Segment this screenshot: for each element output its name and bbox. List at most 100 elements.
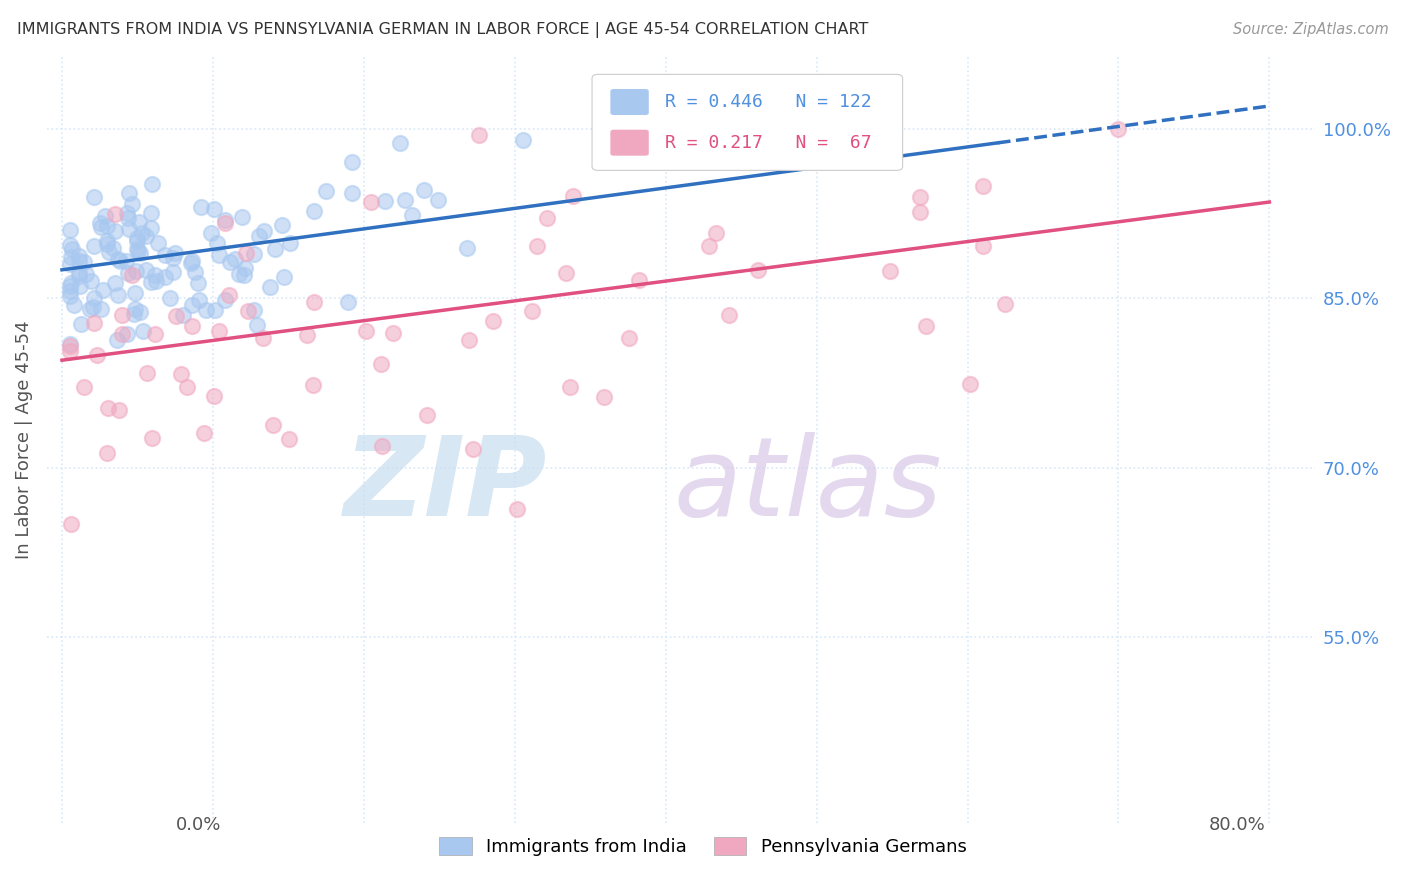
Point — [96, 446, 118, 460]
Point — [205, 235, 228, 250]
Point — [125, 234, 148, 248]
Point — [193, 425, 215, 440]
Point — [247, 229, 270, 244]
Point — [141, 206, 163, 220]
Point — [522, 304, 544, 318]
Point — [374, 194, 396, 208]
Point — [67, 269, 90, 284]
Point — [181, 318, 204, 333]
Point — [208, 248, 231, 262]
Point — [59, 276, 82, 290]
Point — [60, 242, 83, 256]
Point — [187, 277, 209, 291]
Point — [172, 308, 194, 322]
Point — [394, 193, 416, 207]
Point — [354, 324, 377, 338]
Point — [162, 265, 184, 279]
Point — [91, 283, 114, 297]
Point — [105, 333, 128, 347]
Point — [141, 177, 163, 191]
Point — [67, 253, 90, 268]
Point — [79, 301, 101, 316]
Point — [214, 213, 236, 227]
Point — [879, 263, 901, 277]
Point — [243, 303, 266, 318]
Point — [162, 251, 184, 265]
Point — [224, 252, 246, 266]
Point — [125, 230, 148, 244]
Point — [83, 291, 105, 305]
Point — [132, 324, 155, 338]
Point — [228, 267, 250, 281]
Point — [627, 273, 650, 287]
Point — [176, 379, 198, 393]
Point — [972, 179, 994, 194]
Point — [58, 338, 80, 352]
Point — [117, 266, 139, 280]
Point — [115, 206, 138, 220]
Point — [910, 190, 932, 204]
Point — [259, 280, 281, 294]
Point — [128, 215, 150, 229]
Text: R = 0.446   N = 122: R = 0.446 N = 122 — [665, 93, 872, 111]
Point — [458, 333, 481, 347]
Point — [270, 219, 292, 233]
Text: R = 0.217   N =  67: R = 0.217 N = 67 — [665, 134, 872, 152]
Point — [959, 377, 981, 392]
Point — [141, 431, 163, 445]
Legend: Immigrants from India, Pennsylvania Germans: Immigrants from India, Pennsylvania Germ… — [430, 828, 976, 865]
Point — [103, 276, 125, 290]
Point — [184, 265, 207, 279]
Point — [121, 268, 143, 282]
Y-axis label: In Labor Force | Age 45-54: In Labor Force | Age 45-54 — [15, 320, 32, 558]
Point — [118, 186, 141, 200]
Point — [83, 239, 105, 253]
Point — [218, 287, 240, 301]
Point — [107, 288, 129, 302]
Point — [73, 380, 96, 394]
Point — [135, 263, 157, 277]
Point — [159, 291, 181, 305]
Text: 80.0%: 80.0% — [1209, 816, 1265, 834]
Point — [90, 301, 112, 316]
FancyBboxPatch shape — [592, 74, 903, 170]
Point — [86, 348, 108, 362]
Point — [121, 197, 143, 211]
Point — [388, 136, 411, 150]
Point — [512, 133, 534, 147]
Point — [232, 268, 254, 282]
Point — [118, 221, 141, 235]
Point — [58, 238, 80, 252]
Point — [340, 186, 363, 200]
Point — [90, 220, 112, 235]
Point — [117, 211, 139, 225]
Point — [302, 295, 325, 310]
FancyBboxPatch shape — [612, 130, 648, 155]
Text: IMMIGRANTS FROM INDIA VS PENNSYLVANIA GERMAN IN LABOR FORCE | AGE 45-54 CORRELAT: IMMIGRANTS FROM INDIA VS PENNSYLVANIA GE… — [17, 22, 869, 38]
Point — [236, 304, 259, 318]
Point — [301, 378, 323, 392]
Point — [143, 268, 166, 283]
Point — [704, 226, 727, 240]
Point — [122, 307, 145, 321]
Point — [994, 296, 1017, 310]
Point — [180, 298, 202, 312]
Point — [125, 264, 148, 278]
Point — [426, 194, 449, 208]
Point — [141, 275, 163, 289]
Point — [129, 246, 152, 260]
Point — [98, 244, 121, 259]
Point — [153, 270, 176, 285]
Point — [416, 408, 439, 422]
Point — [60, 516, 83, 531]
Point — [163, 246, 186, 260]
Point — [413, 183, 436, 197]
Point — [73, 255, 96, 269]
Point — [202, 389, 225, 403]
Point — [155, 248, 177, 262]
Point — [536, 211, 558, 226]
Point — [83, 317, 105, 331]
Text: Source: ZipAtlas.com: Source: ZipAtlas.com — [1233, 22, 1389, 37]
Point — [62, 298, 84, 312]
Point — [96, 237, 118, 252]
